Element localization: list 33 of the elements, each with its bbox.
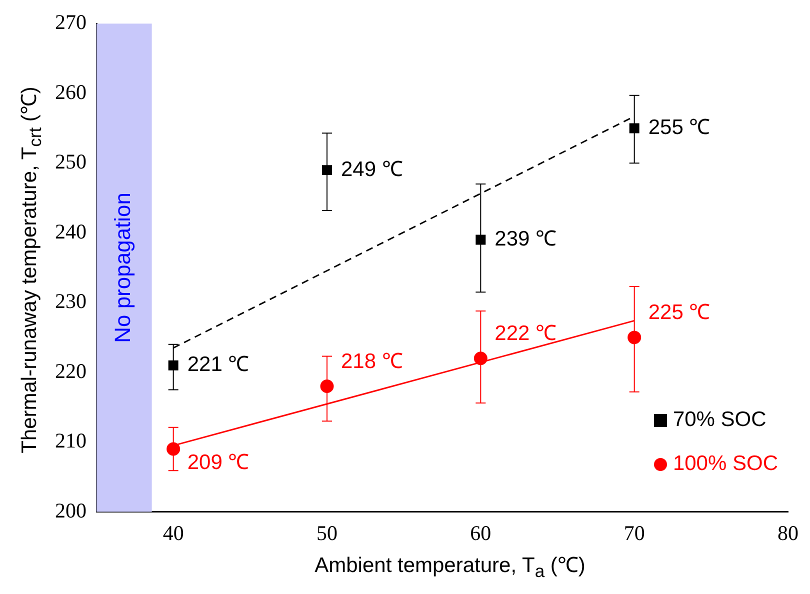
x-tick-label: 60 xyxy=(470,520,492,545)
x-tick-label: 70 xyxy=(624,520,645,545)
point xyxy=(322,165,332,176)
point xyxy=(476,234,486,245)
y-tick-label: 260 xyxy=(55,80,86,104)
legend-label: 100% SOC xyxy=(672,452,778,476)
data-label: 239 ℃ xyxy=(494,228,557,251)
point xyxy=(166,442,180,456)
x-axis-title: Ambient temperature, T$_{a}$ (℃) xyxy=(314,552,586,582)
point xyxy=(168,360,178,370)
y-tick-label: 210 xyxy=(55,428,86,453)
y-tick-label: 250 xyxy=(55,150,86,174)
point xyxy=(628,330,642,344)
y-tick-label: 230 xyxy=(55,289,86,314)
point xyxy=(474,352,488,366)
data-label: 255 ℃ xyxy=(648,116,710,140)
y-tick-label: 200 xyxy=(55,498,86,522)
x-tick-label: 80 xyxy=(778,520,798,545)
y-tick-label: 240 xyxy=(55,219,86,244)
data-label: 221 ℃ xyxy=(187,353,250,376)
data-label: 222 ℃ xyxy=(494,322,557,346)
point xyxy=(629,123,640,134)
band-label: No propagation xyxy=(110,192,136,343)
x-tick-label: 50 xyxy=(316,520,338,545)
legend-label: 70% SOC xyxy=(672,408,766,432)
data-label: 209 ℃ xyxy=(187,450,250,474)
point xyxy=(320,380,334,394)
y-tick-label: 220 xyxy=(55,358,86,383)
data-label: 249 ℃ xyxy=(341,158,403,181)
x-tick-label: 40 xyxy=(162,520,184,545)
data-label: 218 ℃ xyxy=(341,350,403,374)
data-label: 225 ℃ xyxy=(648,301,710,324)
y-tick-label: 270 xyxy=(55,10,86,34)
